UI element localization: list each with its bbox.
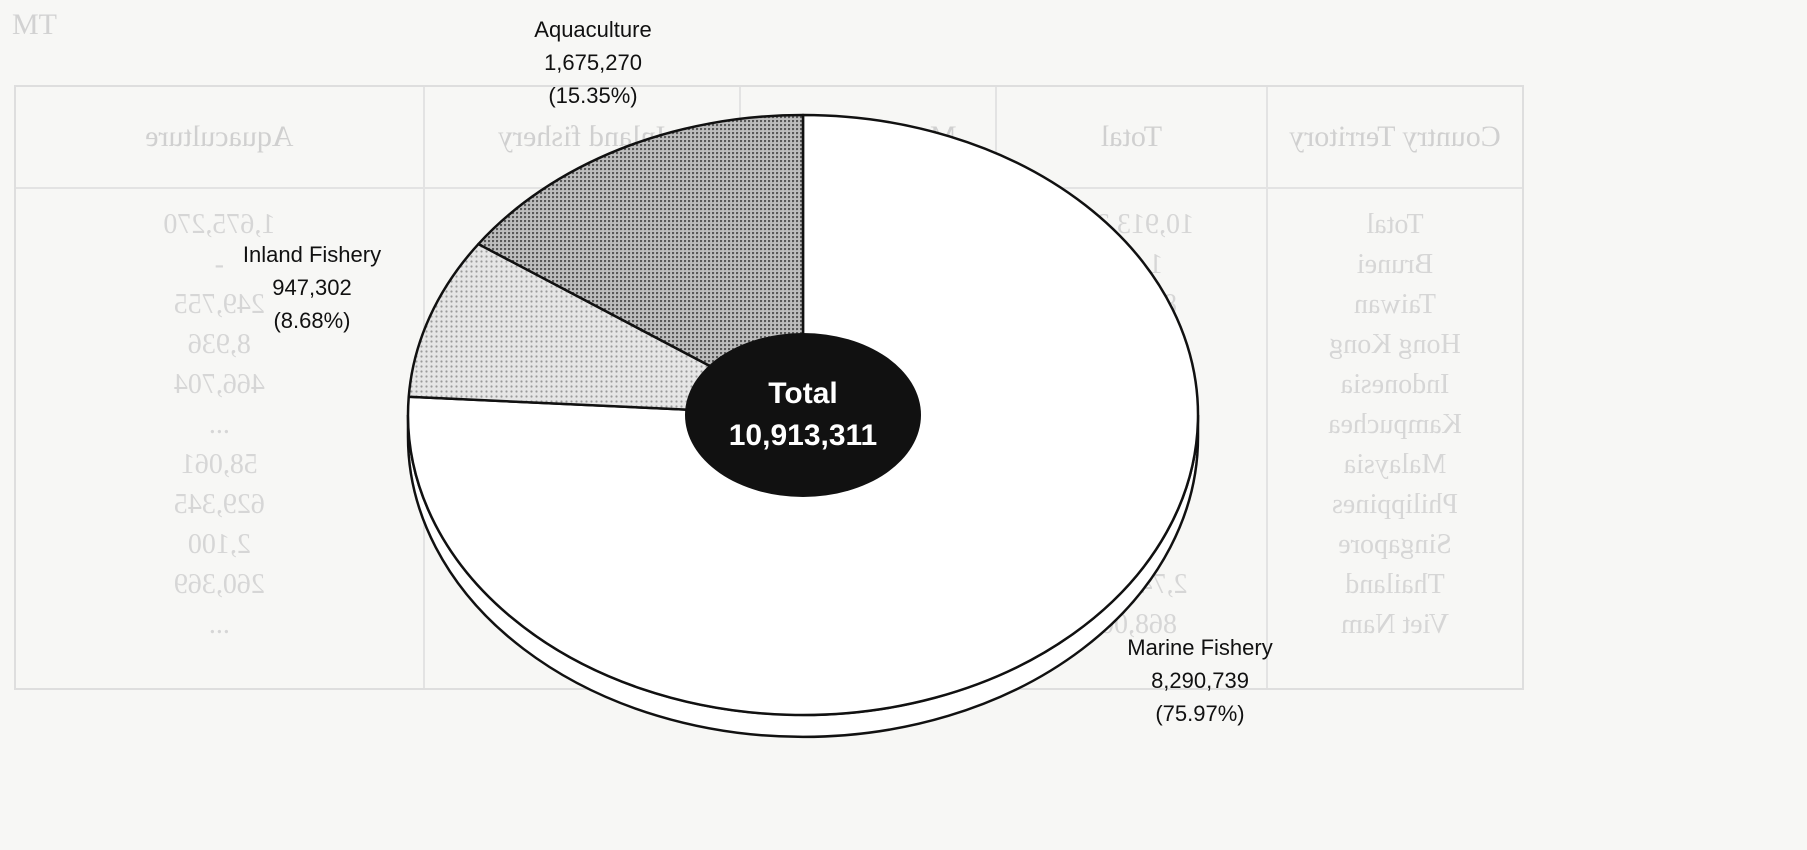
inland-fishery-label-value: 947,302: [272, 275, 352, 300]
aquaculture-label-percent: (15.35%): [548, 83, 637, 108]
inland-fishery-label-percent: (8.68%): [273, 308, 350, 333]
ghost-unit-label: MT: [12, 8, 57, 41]
marine-fishery-label-percent: (75.97%): [1155, 701, 1244, 726]
center-total-value: 10,913,311: [729, 419, 878, 452]
pie-slice-aquaculture: [477, 113, 805, 417]
label-layer: Total 10,913,311 Marine Fishery 8,290,739 (7…: [243, 17, 1273, 726]
marine-fishery-label-name: Marine Fishery: [1127, 635, 1272, 660]
pie-layer: [406, 113, 1200, 739]
center-total-ellipse: [685, 333, 921, 497]
inland-fishery-label-name: Inland Fishery: [243, 242, 381, 267]
center-total-title: Total: [768, 377, 837, 410]
aquaculture-label-value: 1,675,270: [544, 50, 642, 75]
marine-fishery-label-value: 8,290,739: [1151, 668, 1249, 693]
aquaculture-label-name: Aquaculture: [534, 17, 651, 42]
